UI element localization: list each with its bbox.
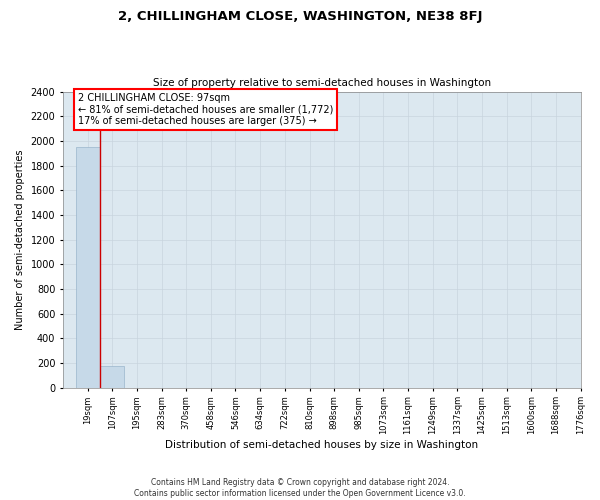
Bar xyxy=(100,366,124,388)
X-axis label: Distribution of semi-detached houses by size in Washington: Distribution of semi-detached houses by … xyxy=(165,440,478,450)
Text: Contains HM Land Registry data © Crown copyright and database right 2024.
Contai: Contains HM Land Registry data © Crown c… xyxy=(134,478,466,498)
Y-axis label: Number of semi-detached properties: Number of semi-detached properties xyxy=(15,150,25,330)
Title: Size of property relative to semi-detached houses in Washington: Size of property relative to semi-detach… xyxy=(152,78,491,88)
Bar xyxy=(76,147,100,388)
Text: 2, CHILLINGHAM CLOSE, WASHINGTON, NE38 8FJ: 2, CHILLINGHAM CLOSE, WASHINGTON, NE38 8… xyxy=(118,10,482,23)
Text: 2 CHILLINGHAM CLOSE: 97sqm
← 81% of semi-detached houses are smaller (1,772)
17%: 2 CHILLINGHAM CLOSE: 97sqm ← 81% of semi… xyxy=(78,93,333,126)
